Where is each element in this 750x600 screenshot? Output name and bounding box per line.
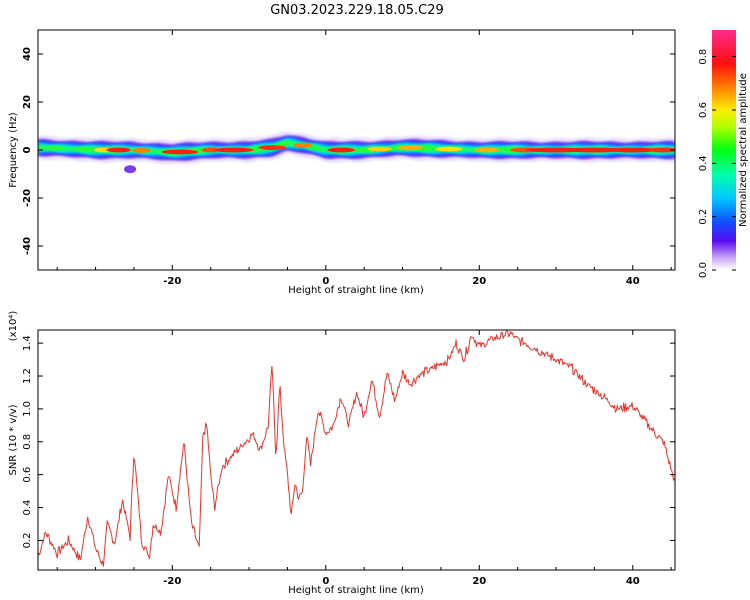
spectrogram-ticks: -20 0 20 40 -40 -20 0 20 40 [22, 30, 675, 287]
spectrogram-ytick-label: 20 [22, 95, 33, 109]
spectral-blob [124, 165, 137, 174]
colorbar-label: Normalized spectral amplitude [738, 73, 749, 227]
spectral-hotspot [106, 147, 131, 153]
snr-panel: -20 0 20 40 0.2 0.4 0.6 0.8 1.0 1.2 1.4 Height of … [8, 311, 676, 596]
spectrogram-panel: -20 0 20 40 -40 -20 0 20 40 Height of straight l… [8, 29, 676, 296]
snr-ytick-label: 1.4 [22, 335, 33, 351]
colorbar-gradient [712, 30, 736, 270]
spectral-hotspot [94, 147, 113, 153]
spectral-hotspot [327, 147, 355, 153]
snr-ticks: -20 0 20 40 0.2 0.4 0.6 0.8 1.0 1.2 1.4 [22, 330, 675, 587]
spectrogram-ytick-label: -20 [22, 189, 33, 207]
spectrogram-ytick-label: 0 [22, 146, 33, 153]
snr-ytick-label: 1.2 [22, 368, 33, 384]
colorbar: 0.0 0.2 0.4 0.6 0.8 Normalized spectral ampl… [698, 30, 749, 278]
snr-ytick-label: 0.4 [22, 500, 33, 516]
spectrogram-ytick-label: 40 [22, 47, 33, 61]
snr-scale-label: (x10⁴) [8, 311, 19, 342]
snr-frame [37, 329, 676, 571]
spectral-ridge [38, 131, 675, 174]
colorbar-tick-label: 0.4 [698, 155, 709, 171]
spectrogram-xtick-label: 20 [472, 276, 486, 287]
colorbar-tick-label: 0.6 [698, 102, 709, 118]
snr-xtick-label: 20 [472, 576, 486, 587]
spectral-hotspot [293, 142, 312, 148]
snr-ytick-label: 0.6 [22, 467, 33, 483]
spectral-hotspot [367, 146, 392, 152]
spectral-hotspot [434, 146, 463, 152]
snr-ytick-label: 0.2 [22, 532, 33, 548]
spectral-hotspot [258, 145, 286, 151]
spectral-hotspot [161, 149, 199, 155]
snr-series-line [38, 330, 675, 567]
colorbar-ticks: 0.0 0.2 0.4 0.6 0.8 [698, 49, 736, 278]
snr-axes [38, 330, 675, 570]
snr-xtick-label: 40 [626, 576, 640, 587]
snr-xlabel: Height of straight line (km) [288, 585, 424, 596]
colorbar-tick-label: 0.2 [698, 209, 709, 225]
colorbar-tick-label: 0.0 [698, 262, 709, 278]
spectrogram-ytick-label: -40 [22, 237, 33, 255]
spectral-hotspot [397, 145, 423, 151]
spectral-hotspot [213, 147, 254, 153]
snr-ytick-label: 1.0 [22, 401, 33, 417]
figure-title: GN03.2023.229.18.05.C29 [270, 3, 444, 18]
snr-xtick-label: -20 [163, 576, 181, 587]
snr-ylabel: SNR (10 * v/v) [8, 404, 19, 475]
spectral-hotspot [648, 147, 675, 153]
spectral-hotspot [474, 147, 500, 153]
spectral-hotspot [132, 148, 151, 153]
spectrogram-xtick-label: 0 [322, 276, 329, 287]
spectral-hotspot [605, 147, 660, 153]
snr-ytick-label: 0.8 [22, 434, 33, 450]
spectrogram-ylabel: Frequency (Hz) [8, 112, 19, 188]
spectrogram-xtick-label: 40 [626, 276, 640, 287]
spectrogram-xlabel: Height of straight line (km) [288, 285, 424, 296]
colorbar-tick-label: 0.8 [698, 49, 709, 65]
spectral-hotspot [201, 147, 220, 153]
snr-xtick-label: 0 [322, 576, 329, 587]
spectrogram-xtick-label: -20 [163, 276, 181, 287]
